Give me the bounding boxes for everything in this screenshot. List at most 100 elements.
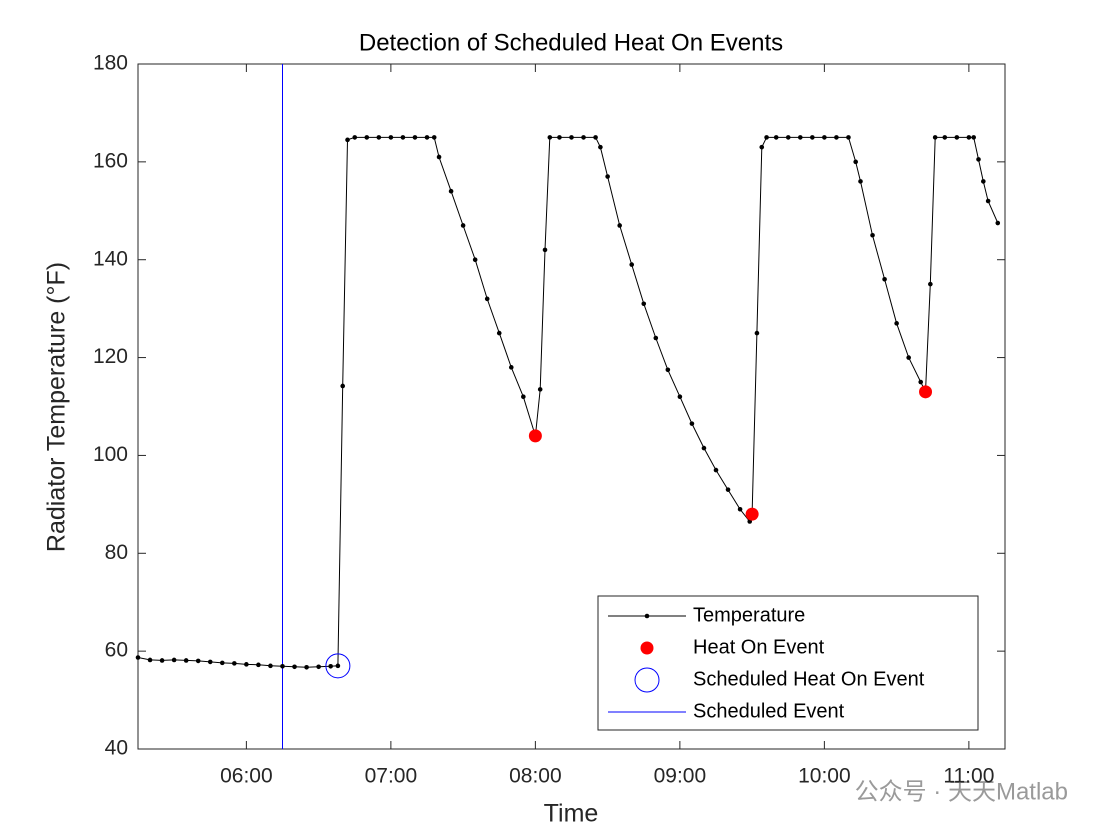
temperature-point	[870, 232, 875, 238]
temperature-point	[677, 394, 683, 400]
y-tick-label: 80	[105, 541, 128, 564]
temperature-point	[981, 179, 986, 184]
temperature-point	[280, 664, 285, 669]
temperature-point	[232, 661, 237, 666]
temperature-point	[135, 655, 141, 660]
temperature-point	[797, 135, 803, 140]
temperature-point	[928, 281, 933, 287]
heat-on-event	[528, 429, 542, 443]
y-tick-label: 120	[93, 345, 128, 368]
temperature-point	[268, 663, 273, 669]
temperature-point	[737, 506, 743, 512]
temperature-point	[508, 365, 514, 370]
legend-swatch	[644, 613, 650, 619]
temperature-point	[995, 220, 1001, 226]
legend-swatch	[634, 667, 660, 693]
temperature-point	[316, 664, 321, 670]
temperature-point	[954, 135, 960, 140]
temperature-point	[858, 179, 863, 184]
temperature-point	[834, 135, 839, 140]
x-tick-label: 08:00	[509, 765, 562, 788]
temperature-point	[183, 658, 189, 663]
temperature-point	[966, 135, 972, 140]
temperature-point	[244, 662, 249, 667]
temperature-point	[345, 137, 350, 143]
temperature-point	[918, 379, 924, 385]
temperature-point	[906, 355, 911, 360]
legend-swatch	[640, 641, 654, 655]
temperature-point	[942, 135, 948, 140]
x-tick-label: 06:00	[220, 765, 273, 788]
y-tick-label: 140	[93, 247, 128, 270]
temperature-point	[557, 135, 562, 140]
temperature-point	[460, 223, 466, 228]
temperature-point	[689, 421, 695, 426]
temperature-point	[882, 276, 887, 282]
temperature-point	[328, 664, 333, 669]
temperature-point	[537, 387, 543, 392]
temperature-point	[484, 296, 490, 302]
temperature-point	[352, 135, 358, 140]
y-tick-label: 100	[93, 443, 128, 466]
temperature-point	[542, 247, 548, 253]
temperature-point	[472, 257, 478, 263]
temperature-point	[773, 135, 779, 140]
y-tick-label: 60	[105, 639, 128, 662]
temperature-point	[894, 321, 899, 326]
temperature-point	[785, 135, 791, 140]
temperature-point	[985, 198, 991, 204]
temperature-point	[219, 660, 225, 666]
y-tick-label: 180	[93, 52, 128, 75]
temperature-point	[581, 135, 586, 140]
temperature-point	[701, 445, 707, 451]
temperature-point	[641, 301, 647, 307]
temperature-point	[759, 144, 765, 150]
y-tick-label: 40	[105, 737, 128, 760]
temperature-point	[665, 367, 671, 373]
x-tick-label: 09:00	[654, 765, 707, 788]
temperature-point	[171, 657, 177, 663]
heat-on-event	[919, 385, 933, 399]
scheduled-heat-on-event	[325, 653, 351, 679]
temperature-point	[521, 394, 526, 400]
temperature-point	[764, 135, 769, 140]
temperature-point	[431, 135, 437, 140]
temperature-point	[629, 262, 635, 267]
y-axis-label: Radiator Temperature (°F)	[43, 262, 71, 552]
temperature-point	[754, 330, 760, 336]
temperature-point	[304, 664, 309, 670]
x-axis-label: Time	[544, 800, 599, 828]
temperature-point	[605, 174, 610, 179]
temperature-point	[364, 135, 370, 140]
temperature-point	[147, 657, 153, 663]
temperature-point	[256, 662, 261, 668]
temperature-point	[424, 135, 430, 140]
legend-label: Scheduled Event	[693, 700, 845, 722]
temperature-point	[569, 135, 574, 140]
temperature-point	[292, 664, 297, 670]
temperature-point	[412, 135, 418, 140]
x-tick-label: 10:00	[798, 765, 851, 788]
temperature-point	[436, 154, 442, 160]
temperature-point	[207, 659, 213, 665]
y-tick-label: 160	[93, 149, 128, 172]
legend-label: Temperature	[693, 604, 805, 626]
temperature-point	[400, 135, 406, 140]
temperature-point	[598, 144, 603, 150]
temperature-point	[195, 658, 201, 664]
temperature-point	[713, 467, 719, 473]
temperature-point	[725, 487, 731, 492]
temperature-point	[593, 135, 598, 140]
temperature-point	[547, 135, 553, 140]
legend-label: Heat On Event	[693, 636, 825, 658]
legend-box	[597, 595, 979, 731]
temperature-point	[496, 330, 502, 336]
temperature-point	[335, 663, 341, 669]
temperature-point	[617, 223, 622, 228]
temperature-point	[976, 157, 981, 162]
temperature-point	[448, 188, 454, 194]
chart-title: Detection of Scheduled Heat On Events	[359, 29, 783, 56]
temperature-point	[376, 135, 382, 140]
temperature-point	[653, 335, 659, 341]
